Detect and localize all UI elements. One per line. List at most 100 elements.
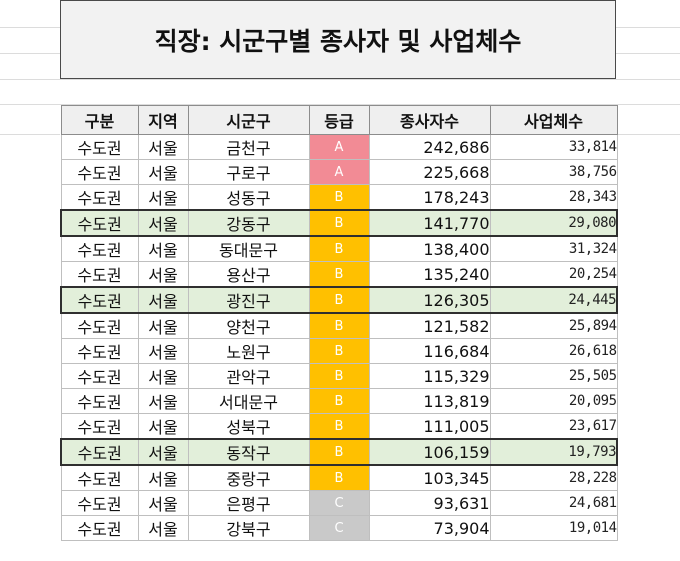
cell-region[interactable]: 서울 (137, 261, 189, 288)
cell-workers[interactable]: 73,904 (368, 515, 491, 541)
cell-region[interactable]: 서울 (137, 159, 189, 185)
cell-workers[interactable]: 115,329 (368, 363, 491, 389)
cell-district[interactable]: 양천구 (187, 312, 310, 339)
cell-businesses[interactable]: 29,080 (489, 209, 618, 237)
cell-businesses[interactable]: 33,814 (489, 134, 618, 160)
cell-grade[interactable]: B (308, 235, 370, 262)
cell-workers[interactable]: 141,770 (368, 209, 491, 237)
header-region-type[interactable]: 구분 (60, 105, 139, 135)
cell-businesses[interactable]: 38,756 (489, 159, 618, 185)
cell-workers[interactable]: 111,005 (368, 413, 491, 440)
cell-workers[interactable]: 121,582 (368, 312, 491, 339)
cell-businesses[interactable]: 20,095 (489, 388, 618, 414)
cell-region-type[interactable]: 수도권 (60, 438, 139, 466)
cell-district[interactable]: 광진구 (187, 286, 310, 314)
cell-businesses[interactable]: 24,445 (489, 286, 618, 314)
cell-region-type[interactable]: 수도권 (60, 338, 139, 364)
cell-region-type[interactable]: 수도권 (60, 235, 139, 262)
cell-region-type[interactable]: 수도권 (60, 388, 139, 414)
cell-grade[interactable]: C (308, 490, 370, 516)
cell-grade[interactable]: B (308, 363, 370, 389)
cell-region[interactable]: 서울 (137, 312, 189, 339)
cell-region-type[interactable]: 수도권 (60, 209, 139, 237)
cell-grade[interactable]: B (308, 209, 370, 237)
cell-businesses[interactable]: 23,617 (489, 413, 618, 440)
cell-district[interactable]: 성동구 (187, 184, 310, 211)
cell-businesses[interactable]: 19,793 (489, 438, 618, 466)
cell-workers[interactable]: 103,345 (368, 464, 491, 491)
cell-grade[interactable]: B (308, 286, 370, 314)
cell-district[interactable]: 금천구 (187, 134, 310, 160)
cell-workers[interactable]: 225,668 (368, 159, 491, 185)
header-district[interactable]: 시군구 (187, 105, 310, 135)
cell-grade[interactable]: A (308, 134, 370, 160)
cell-grade[interactable]: B (308, 388, 370, 414)
cell-region[interactable]: 서울 (137, 413, 189, 440)
cell-grade[interactable]: B (308, 184, 370, 211)
cell-businesses[interactable]: 31,324 (489, 235, 618, 262)
header-region[interactable]: 지역 (137, 105, 189, 135)
cell-grade[interactable]: B (308, 261, 370, 288)
cell-businesses[interactable]: 20,254 (489, 261, 618, 288)
cell-businesses[interactable]: 28,343 (489, 184, 618, 211)
header-businesses[interactable]: 사업체수 (489, 105, 618, 135)
cell-workers[interactable]: 106,159 (368, 438, 491, 466)
cell-grade[interactable]: B (308, 464, 370, 491)
header-workers[interactable]: 종사자수 (368, 105, 491, 135)
cell-region-type[interactable]: 수도권 (60, 312, 139, 339)
cell-region-type[interactable]: 수도권 (60, 184, 139, 211)
cell-businesses[interactable]: 24,681 (489, 490, 618, 516)
cell-businesses[interactable]: 25,505 (489, 363, 618, 389)
cell-district[interactable]: 은평구 (187, 490, 310, 516)
cell-region[interactable]: 서울 (137, 286, 189, 314)
cell-district[interactable]: 서대문구 (187, 388, 310, 414)
cell-grade[interactable]: B (308, 413, 370, 440)
cell-region[interactable]: 서울 (137, 235, 189, 262)
cell-district[interactable]: 강동구 (187, 209, 310, 237)
cell-region-type[interactable]: 수도권 (60, 515, 139, 541)
cell-region[interactable]: 서울 (137, 490, 189, 516)
sheet-title[interactable]: 직장: 시군구별 종사자 및 사업체수 (60, 0, 616, 79)
cell-workers[interactable]: 126,305 (368, 286, 491, 314)
cell-district[interactable]: 노원구 (187, 338, 310, 364)
cell-district[interactable]: 성북구 (187, 413, 310, 440)
cell-district[interactable]: 동작구 (187, 438, 310, 466)
cell-region-type[interactable]: 수도권 (60, 490, 139, 516)
cell-businesses[interactable]: 19,014 (489, 515, 618, 541)
cell-region[interactable]: 서울 (137, 464, 189, 491)
cell-region[interactable]: 서울 (137, 184, 189, 211)
cell-workers[interactable]: 138,400 (368, 235, 491, 262)
cell-region-type[interactable]: 수도권 (60, 261, 139, 288)
cell-district[interactable]: 중랑구 (187, 464, 310, 491)
cell-district[interactable]: 강북구 (187, 515, 310, 541)
cell-region[interactable]: 서울 (137, 515, 189, 541)
cell-workers[interactable]: 113,819 (368, 388, 491, 414)
cell-region[interactable]: 서울 (137, 209, 189, 237)
cell-region[interactable]: 서울 (137, 338, 189, 364)
cell-region-type[interactable]: 수도권 (60, 286, 139, 314)
cell-workers[interactable]: 135,240 (368, 261, 491, 288)
header-grade[interactable]: 등급 (308, 105, 370, 135)
cell-grade[interactable]: B (308, 338, 370, 364)
cell-region[interactable]: 서울 (137, 134, 189, 160)
cell-grade[interactable]: A (308, 159, 370, 185)
cell-grade[interactable]: B (308, 312, 370, 339)
cell-workers[interactable]: 178,243 (368, 184, 491, 211)
cell-grade[interactable]: B (308, 438, 370, 466)
cell-district[interactable]: 용산구 (187, 261, 310, 288)
cell-workers[interactable]: 93,631 (368, 490, 491, 516)
cell-workers[interactable]: 242,686 (368, 134, 491, 160)
cell-grade[interactable]: C (308, 515, 370, 541)
cell-region-type[interactable]: 수도권 (60, 464, 139, 491)
cell-workers[interactable]: 116,684 (368, 338, 491, 364)
cell-district[interactable]: 구로구 (187, 159, 310, 185)
cell-region[interactable]: 서울 (137, 438, 189, 466)
cell-region[interactable]: 서울 (137, 388, 189, 414)
cell-region-type[interactable]: 수도권 (60, 159, 139, 185)
cell-businesses[interactable]: 28,228 (489, 464, 618, 491)
cell-region-type[interactable]: 수도권 (60, 363, 139, 389)
cell-district[interactable]: 관악구 (187, 363, 310, 389)
cell-businesses[interactable]: 25,894 (489, 312, 618, 339)
cell-businesses[interactable]: 26,618 (489, 338, 618, 364)
cell-region[interactable]: 서울 (137, 363, 189, 389)
